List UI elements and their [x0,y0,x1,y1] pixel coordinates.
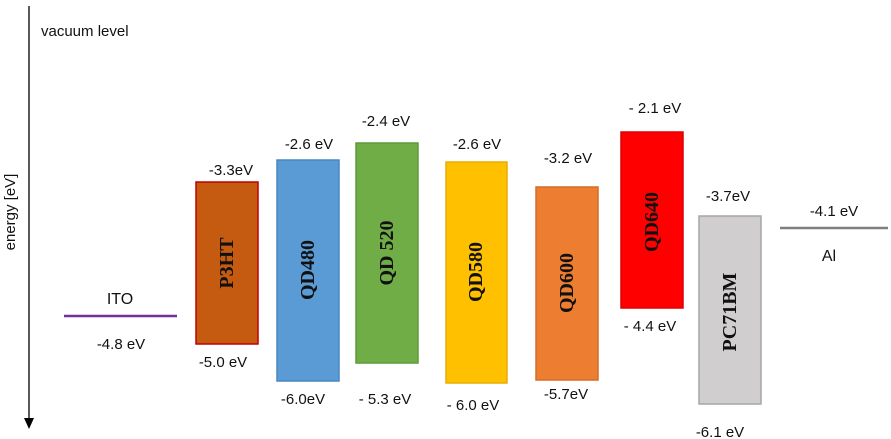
band-p3ht: P3HT -3.3eV -5.0 eV [195,162,259,371]
band-rect [195,181,259,345]
band-rect [445,161,508,384]
band-bottom-label: -5.0 eV [199,354,247,371]
vacuum-level-label: vacuum level [41,23,129,40]
band-name: QD480 [297,240,319,300]
band-top-label: -3.2 eV [544,150,592,167]
band-top-label: - 2.1 eV [629,100,682,117]
band-qd580: QD580 -2.6 eV - 6.0 eV [445,136,508,414]
band-rect [355,142,419,364]
band-qd640: QD640 - 2.1 eV - 4.4 eV [620,100,684,335]
band-name: QD580 [465,242,487,302]
band-bottom-label: -6.0eV [281,391,325,408]
band-bottom-label: -6.1 eV [696,424,744,439]
al-label: Al [822,248,836,265]
band-qd600: QD600 -3.2 eV -5.7eV [535,150,599,403]
band-name: QD600 [556,253,578,313]
band-name: QD 520 [376,221,398,286]
band-rect [698,215,762,405]
energy-axis-label: energy [eV] [2,174,19,251]
band-name: QD640 [641,192,663,252]
band-top-label: -2.6 eV [285,136,333,153]
electrode-al: -4.1 eV Al [780,203,888,265]
energy-axis-arrowhead [24,418,34,429]
band-top-label: -2.4 eV [362,113,410,130]
al-level-label: -4.1 eV [810,203,858,220]
band-pc71bm: PC71BM -3.7eV -6.1 eV [696,188,762,439]
band-top-label: -3.7eV [706,188,750,205]
band-rect [276,159,340,382]
energy-axis [24,6,34,429]
band-bottom-label: - 4.4 eV [624,318,677,335]
band-top-label: -3.3eV [209,162,253,179]
band-name: PC71BM [719,272,741,351]
electrode-ito: ITO -4.8 eV [64,291,177,353]
band-qd480: QD480 -2.6 eV -6.0eV [276,136,340,408]
band-bottom-label: - 6.0 eV [447,397,500,414]
band-top-label: -2.6 eV [453,136,501,153]
band-bottom-label: - 5.3 eV [359,391,412,408]
ito-level-label: -4.8 eV [97,336,145,353]
band-name: P3HT [216,237,238,289]
ito-label: ITO [107,291,133,308]
band-rect [620,131,684,309]
band-rect [535,186,599,381]
band-qd520: QD 520 -2.4 eV - 5.3 eV [355,113,419,408]
band-bottom-label: -5.7eV [544,386,588,403]
